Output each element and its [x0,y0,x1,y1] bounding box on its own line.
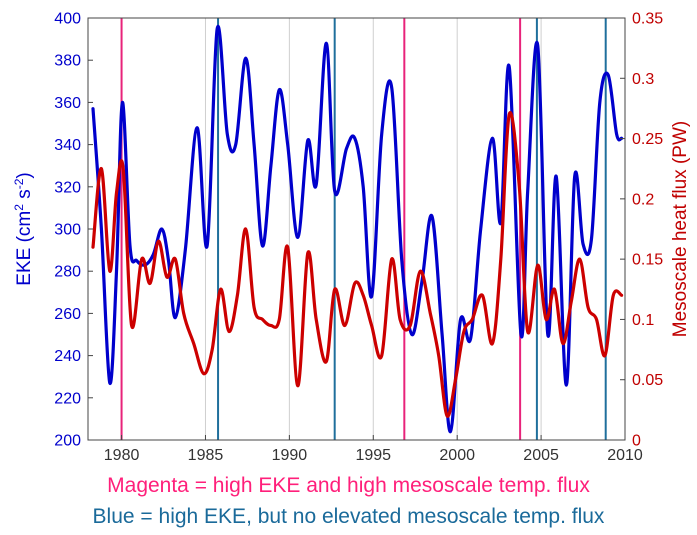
x-tick-label: 2010 [607,447,643,464]
y-left-tick-label: 220 [54,390,81,407]
y-right-tick-label: 0.15 [632,252,663,269]
y-axis-right-label: Mesoscale heat flux (PW) [670,121,691,337]
y-left-tick-label: 300 [54,222,81,239]
caption-blue: Blue = high EKE, but no elevated mesosca… [92,505,605,528]
series-heat-flux-line [91,111,624,418]
y-left-tick-label: 380 [54,53,81,70]
y-left-tick-label: 400 [54,11,81,28]
x-tick-label: 2005 [523,447,559,464]
y-axis-left-unit: cm2 s-2 [12,178,35,236]
x-tick-label: 1995 [355,447,391,464]
x-tick-label: 1990 [272,447,308,464]
x-tick-label: 1985 [188,447,224,464]
y-left-tick-label: 240 [54,348,81,365]
x-tick-label: 1980 [104,447,140,464]
y-left-tick-label: 360 [54,95,81,112]
y-right-tick-label: 0 [632,433,641,450]
y-right-tick-label: 0.1 [632,312,654,329]
y-left-tick-label: 340 [54,137,81,154]
chart: 200 220 240 260 280 300 320 340 360 380 400 0 0.05 0.… [12,11,691,465]
y-left-tick-label: 260 [54,306,81,323]
y-right-tick-label: 0.25 [632,131,663,148]
caption-magenta: Magenta = high EKE and high mesoscale te… [107,474,590,497]
y-left-tick-label: 320 [54,179,81,196]
y-axis-left-label: EKE (cm2 s-2) [12,172,35,285]
gridlines [121,18,626,440]
event-markers [120,18,607,440]
ticks: 200 220 240 260 280 300 320 340 360 380 400 0 0.05 0.… [54,11,663,465]
y-right-tick-label: 0.05 [632,372,663,389]
series-eke-line [91,24,624,434]
y-right-tick-label: 0.2 [632,191,654,208]
y-right-tick-label: 0.3 [632,71,654,88]
y-right-tick-label: 0.35 [632,11,663,28]
y-left-tick-label: 280 [54,264,81,281]
series [91,24,624,434]
x-tick-label: 2000 [439,447,475,464]
y-left-tick-label: 200 [54,433,81,450]
